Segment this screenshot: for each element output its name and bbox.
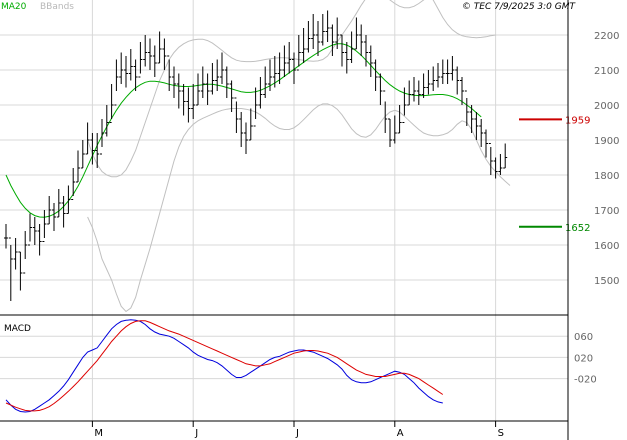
x-tick-label: S <box>498 428 504 439</box>
support-label: 1652 <box>565 223 590 234</box>
ma-layer <box>5 43 482 218</box>
resistance-label: 1959 <box>565 115 590 126</box>
price-bars <box>4 10 508 301</box>
macd-line <box>5 319 443 413</box>
price-tick-label: 2000 <box>594 101 619 112</box>
x-tick-label: M <box>94 428 103 439</box>
ma-legend-label: MA20 <box>1 2 27 12</box>
source-timestamp: © TEC 7/9/2025 3:0 GMT <box>462 2 577 12</box>
x-tick-label: J <box>295 428 299 439</box>
macd-lines <box>5 319 444 413</box>
x-tick-label: J <box>194 428 198 439</box>
bbands-legend-label: BBands <box>40 2 74 12</box>
bband-upper-line <box>87 0 496 178</box>
macd-tick-label: 060 <box>574 332 593 343</box>
price-tick-label: 2200 <box>594 31 619 42</box>
price-tick-label: 2100 <box>594 66 619 77</box>
macd-y-axis: -020 020 060 <box>574 332 597 385</box>
macd-tick-label: -020 <box>574 375 597 386</box>
level-lines: 1959 1652 <box>519 115 590 234</box>
macd-tick-label: 020 <box>574 353 593 364</box>
bbands-layer <box>87 0 511 313</box>
price-y-axis: 1500 1600 1700 1800 1900 2000 2100 2200 <box>594 31 619 287</box>
ma20-line <box>5 43 482 218</box>
bband-lower-line <box>87 103 511 313</box>
price-tick-label: 1500 <box>594 276 619 287</box>
price-tick-label: 1800 <box>594 171 619 182</box>
macd-title: MACD <box>4 324 31 334</box>
price-tick-label: 1600 <box>594 241 619 252</box>
x-tick-label: A <box>397 428 404 439</box>
signal-line <box>5 320 444 412</box>
price-tick-label: 1900 <box>594 136 619 147</box>
price-tick-label: 1700 <box>594 206 619 217</box>
